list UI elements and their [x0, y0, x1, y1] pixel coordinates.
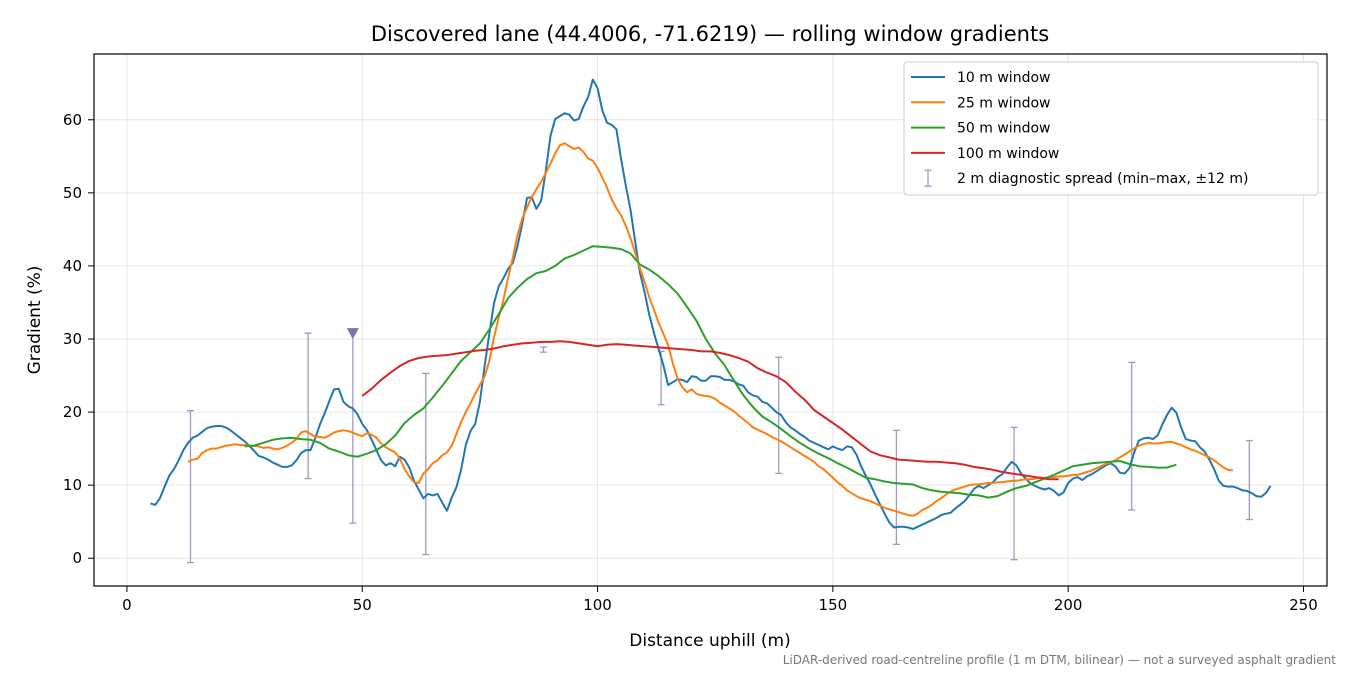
chart-title: Discovered lane (44.4006, -71.6219) — ro… — [371, 22, 1049, 46]
diagnostic-errorbar — [186, 409, 194, 564]
legend-swatch-errorbar — [924, 169, 932, 187]
diagnostic-errorbar — [304, 332, 312, 480]
y-tick-label: 30 — [63, 330, 82, 348]
x-tick-label: 0 — [122, 596, 132, 614]
diagnostic-errorbar — [349, 332, 357, 524]
series-line-3 — [244, 245, 1177, 499]
diagnostic-errorbar — [539, 346, 547, 353]
legend-label: 10 m window — [957, 70, 1050, 86]
legend-label: 25 m window — [957, 95, 1050, 111]
x-tick-label: 250 — [1289, 596, 1318, 614]
y-tick-label: 60 — [63, 111, 82, 129]
x-tick-label: 150 — [819, 596, 848, 614]
y-axis-label: Gradient (%) — [25, 266, 45, 375]
series-line-1 — [150, 78, 1272, 530]
x-tick-label: 50 — [353, 596, 372, 614]
diagnostic-errorbar — [422, 372, 430, 556]
y-tick-label: 0 — [72, 549, 82, 567]
plot-frame — [93, 53, 1328, 587]
legend: 10 m window 25 m window 50 m window 100 m w… — [903, 61, 1319, 196]
legend-label: 50 m window — [957, 121, 1050, 137]
y-tick-label: 40 — [63, 257, 82, 275]
diagnostic-errorbar — [1128, 361, 1136, 511]
legend-label: 100 m window — [957, 146, 1059, 162]
series-layer — [150, 78, 1272, 530]
x-tick-label: 100 — [583, 596, 612, 614]
diagnostic-marker — [346, 328, 359, 340]
ticks: 0 50 100 150 200 250 0 10 20 30 40 50 60 — [63, 111, 1318, 614]
x-tick-label: 200 — [1054, 596, 1083, 614]
legend-label: 2 m diagnostic spread (min–max, ±12 m) — [957, 171, 1248, 187]
diagnostic-errorbar — [1245, 439, 1253, 521]
diagnostic-errorbar — [1010, 426, 1018, 561]
y-tick-label: 20 — [63, 403, 82, 421]
y-tick-label: 10 — [63, 476, 82, 494]
y-tick-label: 50 — [63, 184, 82, 202]
series-line-2 — [187, 142, 1234, 517]
series-line-4 — [361, 340, 1059, 481]
x-axis-label: Distance uphill (m) — [629, 631, 790, 651]
legend-box — [903, 61, 1319, 196]
chart-caption: LiDAR-derived road-centreline profile (1… — [783, 653, 1337, 667]
diagnostic-errorbar — [892, 429, 900, 545]
diagnostic-spread-layer — [186, 328, 1253, 564]
